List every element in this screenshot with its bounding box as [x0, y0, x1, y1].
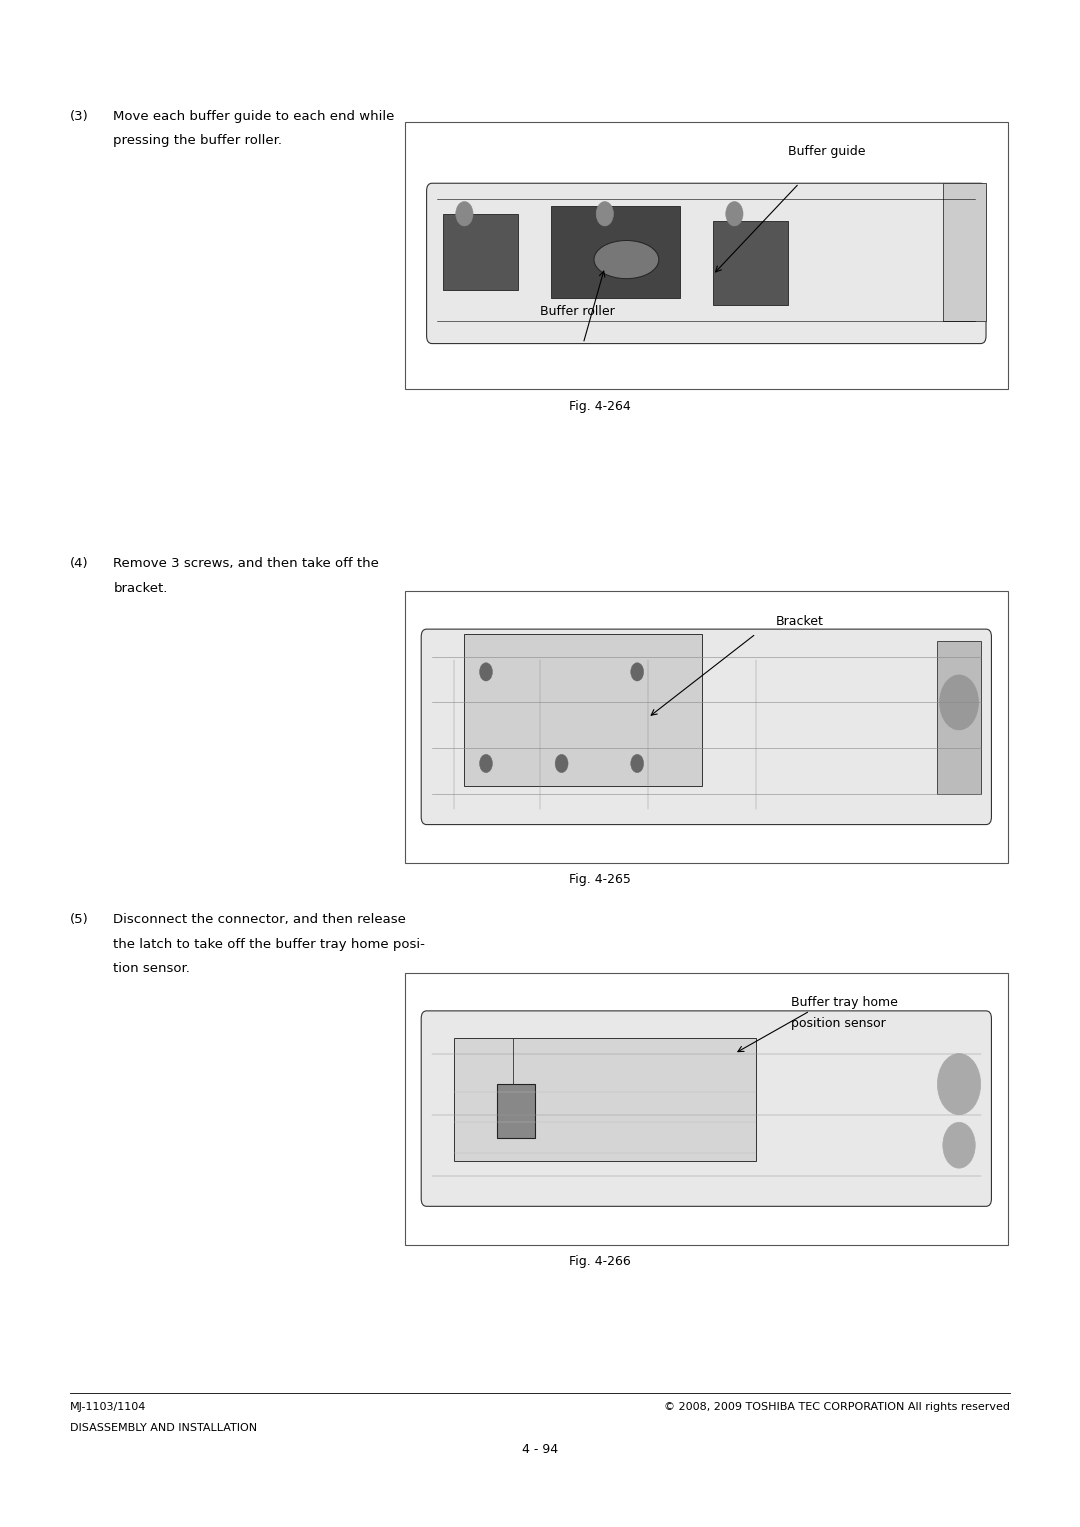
FancyBboxPatch shape: [421, 629, 991, 825]
Circle shape: [631, 754, 644, 773]
Text: position sensor: position sensor: [791, 1017, 886, 1031]
Ellipse shape: [594, 240, 659, 279]
Text: DISASSEMBLY AND INSTALLATION: DISASSEMBLY AND INSTALLATION: [70, 1423, 257, 1434]
Circle shape: [937, 1054, 981, 1115]
Text: Fig. 4-266: Fig. 4-266: [569, 1255, 631, 1269]
FancyBboxPatch shape: [421, 1011, 991, 1206]
Circle shape: [596, 202, 613, 226]
Bar: [405, 591, 1008, 863]
Text: (5): (5): [70, 913, 89, 927]
Bar: [443, 214, 518, 290]
Text: Buffer guide: Buffer guide: [788, 145, 866, 159]
FancyBboxPatch shape: [427, 183, 986, 344]
Text: Remove 3 screws, and then take off the: Remove 3 screws, and then take off the: [113, 557, 379, 571]
Bar: [405, 122, 1008, 389]
Text: Disconnect the connector, and then release: Disconnect the connector, and then relea…: [113, 913, 406, 927]
Text: MJ-1103/1104: MJ-1103/1104: [70, 1402, 147, 1412]
Bar: [454, 1038, 756, 1161]
Circle shape: [555, 754, 568, 773]
Text: Fig. 4-265: Fig. 4-265: [569, 873, 631, 887]
Text: (4): (4): [70, 557, 89, 571]
Text: bracket.: bracket.: [113, 582, 167, 596]
Text: the latch to take off the buffer tray home posi-: the latch to take off the buffer tray ho…: [113, 938, 426, 951]
Bar: [943, 183, 986, 321]
Circle shape: [631, 663, 644, 681]
Circle shape: [480, 663, 492, 681]
Bar: [464, 634, 702, 786]
Text: 4 - 94: 4 - 94: [522, 1443, 558, 1457]
Text: Buffer roller: Buffer roller: [540, 305, 615, 319]
Text: Move each buffer guide to each end while: Move each buffer guide to each end while: [113, 110, 395, 124]
Circle shape: [943, 1122, 975, 1168]
Bar: [497, 1084, 535, 1138]
Text: © 2008, 2009 TOSHIBA TEC CORPORATION All rights reserved: © 2008, 2009 TOSHIBA TEC CORPORATION All…: [664, 1402, 1010, 1412]
Circle shape: [480, 754, 492, 773]
Text: Bracket: Bracket: [775, 615, 823, 629]
Bar: [551, 206, 680, 298]
Text: pressing the buffer roller.: pressing the buffer roller.: [113, 134, 282, 148]
Text: (3): (3): [70, 110, 89, 124]
Text: tion sensor.: tion sensor.: [113, 962, 190, 976]
Bar: [713, 221, 788, 305]
Bar: [405, 973, 1008, 1245]
Circle shape: [726, 202, 743, 226]
Circle shape: [456, 202, 473, 226]
Text: Fig. 4-264: Fig. 4-264: [569, 400, 631, 414]
Text: Buffer tray home: Buffer tray home: [791, 996, 897, 1009]
Bar: [937, 641, 981, 794]
Circle shape: [940, 675, 978, 730]
